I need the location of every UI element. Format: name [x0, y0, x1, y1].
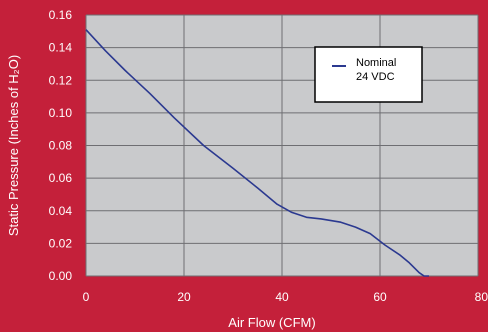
y-tick-label: 0.02: [49, 236, 73, 250]
x-tick-label: 60: [373, 290, 387, 304]
x-tick-label: 20: [177, 290, 191, 304]
grid-lines: [85, 14, 479, 277]
legend-box: [314, 46, 423, 103]
x-axis-title: Air Flow (CFM): [228, 315, 315, 330]
y-axis-ticks: 0.00 0.02 0.04 0.06 0.08 0.10 0.12 0.14 0.16: [49, 8, 73, 283]
legend-label-line2: 24 VDC: [356, 71, 395, 83]
x-tick-label: 0: [83, 290, 90, 304]
y-axis-title: Static Pressure (Inches of H₂O): [6, 55, 21, 236]
y-tick-label: 0.14: [49, 41, 73, 55]
y-tick-label: 0.10: [49, 106, 73, 120]
y-tick-label: 0.16: [49, 8, 73, 22]
y-tick-label: 0.08: [49, 139, 73, 153]
y-tick-label: 0.04: [49, 204, 73, 218]
legend: Nominal 24 VDC: [314, 46, 423, 103]
y-tick-label: 0.12: [49, 73, 73, 87]
legend-label-line1: Nominal: [356, 57, 396, 69]
series-line: [85, 29, 429, 277]
x-tick-label: 40: [275, 290, 289, 304]
x-tick-label: 80: [475, 290, 488, 304]
y-tick-label: 0.06: [49, 171, 73, 185]
series-layer: [85, 29, 429, 277]
x-axis-ticks: 0 20 40 60 80: [83, 290, 488, 304]
y-tick-label: 0.00: [49, 269, 73, 283]
